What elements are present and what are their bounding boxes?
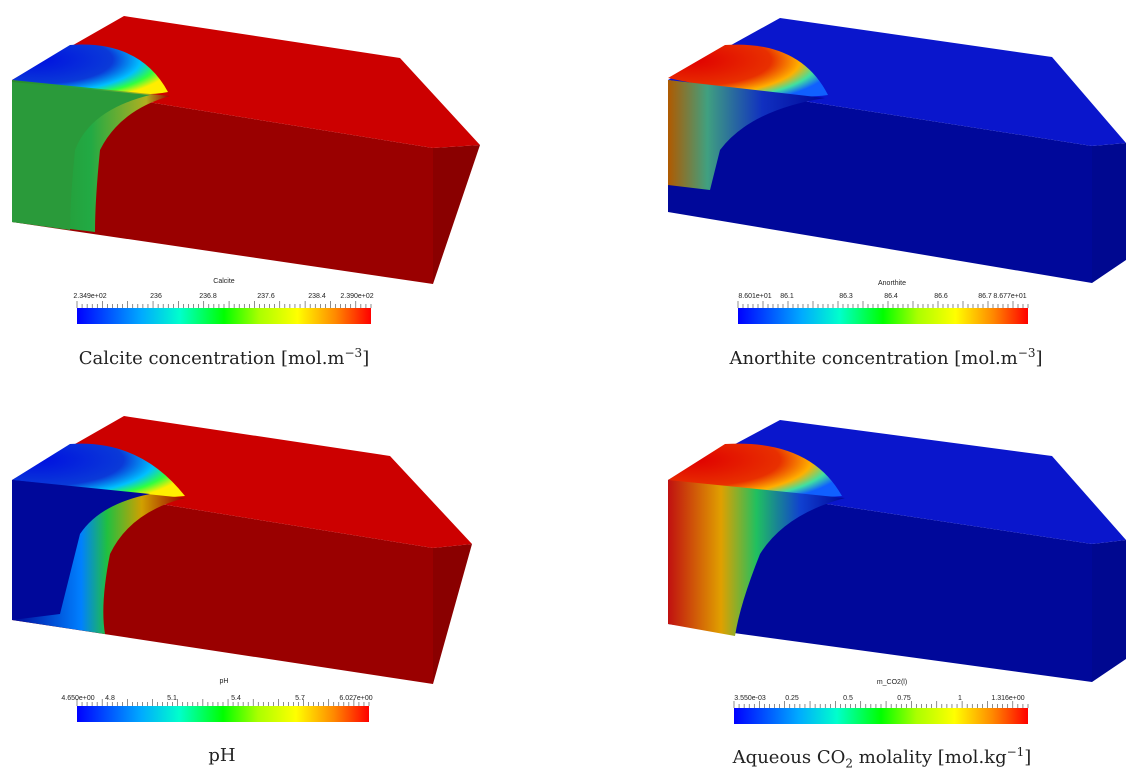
calcite-tick-1: 236 <box>150 293 162 300</box>
anorthite-tick-3: 86.4 <box>884 293 898 300</box>
ph-tick-2: 5.1 <box>167 695 177 702</box>
calcite-tick-2: 236.8 <box>199 293 217 300</box>
co2-panel: m_CO2(l) 3.550e-03 0.25 0.5 0.75 1 1.316… <box>560 384 1126 771</box>
calcite-caption: Calcite concentration [mol.m−3] <box>78 346 370 369</box>
ph-tick-3: 5.4 <box>231 695 241 702</box>
calcite-tick-5: 2.390e+02 <box>340 293 374 300</box>
calcite-tick-4: 238.4 <box>308 293 326 300</box>
calcite-panel: Calcite 2.349e+02 236 236.8 237.6 238.4 … <box>0 0 560 384</box>
ph-tick-4: 5.7 <box>295 695 305 702</box>
ph-colorbar-title: pH <box>219 678 229 685</box>
anorthite-tick-0: 8.601e+01 <box>738 293 772 300</box>
ph-panel: pH 4.650e+00 4.8 5.1 5.4 5.7 6.027e+00 p… <box>0 384 560 769</box>
anorthite-tick-4: 86.6 <box>934 293 948 300</box>
co2-colorbar-title: m_CO2(l) <box>876 679 908 686</box>
ph-colorbar <box>76 699 370 722</box>
anorthite-colorbar-title: Anorthite <box>877 280 907 287</box>
anorthite-panel: Anorthite 8.601e+01 86.1 86.3 86.4 86.6 … <box>560 0 1126 384</box>
anorthite-colorbar <box>737 301 1029 324</box>
co2-tick-1: 0.25 <box>785 695 799 702</box>
calcite-tick-0: 2.349e+02 <box>73 293 107 300</box>
co2-caption: Aqueous CO2 molality [mol.kg−1] <box>732 745 1032 771</box>
anorthite-tick-2: 86.3 <box>839 293 853 300</box>
ph-caption: pH <box>208 745 236 766</box>
co2-colorbar <box>733 701 1029 724</box>
ph-tick-1: 4.8 <box>105 695 115 702</box>
co2-tick-0: 3.550e-03 <box>734 695 766 702</box>
anorthite-tick-1: 86.1 <box>780 293 794 300</box>
ph-tick-0: 4.650e+00 <box>61 695 95 702</box>
anorthite-tick-6: 8.677e+01 <box>993 293 1027 300</box>
calcite-colorbar <box>76 301 372 324</box>
co2-render <box>668 420 1126 682</box>
co2-tick-4: 1 <box>958 695 962 702</box>
anorthite-render <box>668 18 1126 283</box>
ph-tick-5: 6.027e+00 <box>339 695 373 702</box>
calcite-tick-3: 237.6 <box>257 293 275 300</box>
co2-tick-3: 0.75 <box>897 695 911 702</box>
anorthite-tick-5: 86.7 <box>978 293 992 300</box>
calcite-render <box>12 16 480 284</box>
ph-render <box>12 416 472 684</box>
co2-tick-2: 0.5 <box>843 695 853 702</box>
co2-tick-5: 1.316e+00 <box>991 695 1025 702</box>
calcite-colorbar-title: Calcite <box>213 278 235 285</box>
anorthite-caption: Anorthite concentration [mol.m−3] <box>729 346 1043 369</box>
